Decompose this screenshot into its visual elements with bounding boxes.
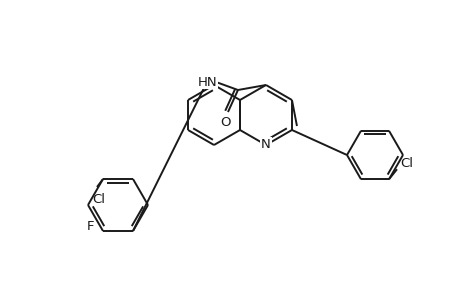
Text: N: N [261,139,270,152]
Text: HN: HN [198,76,217,88]
Text: O: O [220,116,231,128]
Text: F: F [87,220,95,233]
Text: Cl: Cl [400,157,413,170]
Text: Cl: Cl [92,193,105,206]
